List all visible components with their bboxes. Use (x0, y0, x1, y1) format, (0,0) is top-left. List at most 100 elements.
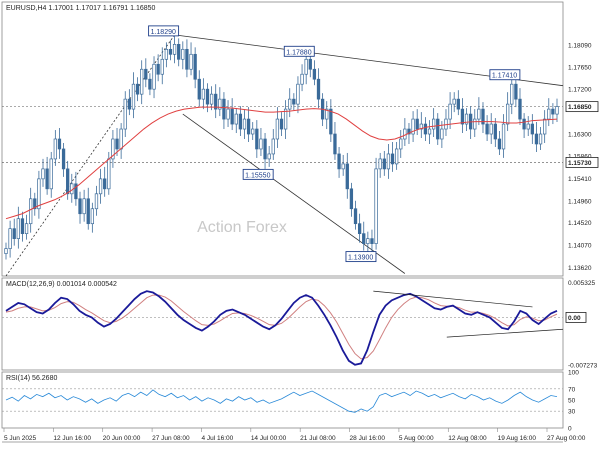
price-tick-label: 1.14960 (568, 198, 592, 205)
candle-body (164, 48, 169, 60)
candle-body (296, 83, 300, 105)
candle-body (29, 198, 33, 225)
macd-tick-label: 0.005325 (568, 280, 595, 287)
candle-body (518, 98, 522, 120)
macd-title: MACD(12,26,9) 0.001014 0.000542 (6, 281, 117, 288)
candle-body (135, 83, 140, 95)
rsi-title: RSI(14) 56.2680 (6, 375, 57, 382)
candle-body (423, 123, 428, 135)
watermark: Action Forex (197, 219, 287, 236)
price-header: EURUSD,H4 1.17001 1.17017 1.16791 1.1685… (6, 5, 156, 12)
candle-body (526, 123, 530, 130)
candle-body (440, 128, 444, 140)
candle-body (251, 128, 255, 135)
macd-upper-trendline (373, 290, 533, 308)
candle-body (349, 188, 354, 210)
candle-body (82, 198, 86, 215)
candle-body (246, 118, 251, 135)
macd-line (5, 290, 558, 366)
candle-body (103, 178, 107, 190)
candle-body (24, 223, 29, 235)
candle-body (119, 128, 123, 150)
candle-body (489, 123, 493, 135)
annotation-box (345, 251, 377, 263)
candle-body (341, 163, 345, 170)
macd-marker-label: 0.00 (568, 315, 581, 322)
candle-body (61, 148, 66, 170)
candle-body (394, 148, 399, 165)
candle-body (181, 48, 185, 60)
candle-body (16, 218, 20, 239)
candle-body (107, 158, 111, 190)
price-tick-label: 1.15410 (568, 176, 592, 183)
candle-body (4, 248, 8, 254)
candle-body (378, 158, 382, 170)
candle-body (497, 138, 502, 150)
annotation-box (148, 25, 180, 37)
candle-body (275, 118, 280, 140)
candle-body (94, 193, 99, 210)
candle-body (333, 133, 337, 155)
candle-body (201, 88, 206, 100)
annotation-label: 1.18290 (151, 29, 176, 36)
candle-body (485, 123, 489, 135)
macd-tick-label: -0.007273 (568, 363, 598, 370)
rsi-tick-label: 30 (568, 409, 576, 416)
candle-body (177, 43, 181, 60)
candle-body (522, 118, 526, 130)
candle-body (514, 83, 518, 100)
candle-body (308, 58, 312, 70)
candle-body (197, 78, 201, 100)
candle-body (345, 163, 349, 190)
candle-body (140, 68, 144, 95)
candle-body (156, 63, 160, 75)
candle-body (374, 168, 378, 244)
price-tick-label: 1.18090 (568, 42, 592, 49)
candle-body (86, 198, 90, 225)
candle-body (506, 103, 510, 125)
candle-body (189, 53, 193, 70)
candle-body (131, 83, 136, 110)
time-tick-label: 12 Jun 16:00 (53, 435, 91, 442)
rsi-panel[interactable]: RSI(14) 56.2680 100 70 50 30 0 (1, 370, 579, 433)
price-marker-box (565, 157, 599, 168)
macd-panel[interactable]: MACD(12,26,9) 0.001014 0.000542 0.005325 0… (1, 277, 598, 371)
candle-body (288, 98, 292, 110)
candle-body (312, 68, 317, 80)
price-panel[interactable]: Action Forex EURUSD,H4 1.17001 1.17017 1.… (1, 1, 599, 277)
candle-body (168, 48, 173, 55)
annotation-box (242, 168, 274, 180)
candle-body (45, 168, 49, 190)
annotation-label: 1.17410 (492, 73, 517, 80)
candle-body (473, 118, 477, 130)
candle-body (111, 138, 115, 160)
candle-body (263, 138, 267, 160)
candle-body (127, 98, 132, 110)
time-tick-label: 14 Jul 00:00 (251, 435, 287, 442)
time-tick-label: 21 Jul 08:00 (300, 435, 336, 442)
candle-body (444, 118, 448, 130)
candle-body (74, 183, 78, 200)
candle-body (37, 178, 41, 210)
candle-body (551, 108, 555, 115)
annotation-box (283, 45, 315, 57)
candle-body (493, 123, 497, 140)
candle-body (292, 98, 296, 105)
candle-body (78, 198, 82, 215)
candle-body (555, 106, 559, 115)
candle-body (49, 158, 53, 190)
candle-body (501, 123, 506, 150)
macd-lower-trendline (446, 328, 564, 338)
candle-body (530, 123, 534, 135)
candle-body (464, 113, 469, 125)
price-tick-label: 1.15860 (568, 153, 592, 160)
time-tick-label: 5 Aug 00:00 (399, 435, 434, 442)
price-tick-label: 1.14070 (568, 243, 592, 250)
candle-body (90, 208, 95, 225)
rsi-tick-label: 70 (568, 386, 576, 393)
candle-body (205, 88, 210, 105)
candle-body (399, 138, 403, 150)
candle-body (160, 58, 164, 75)
candle-body (427, 128, 432, 135)
